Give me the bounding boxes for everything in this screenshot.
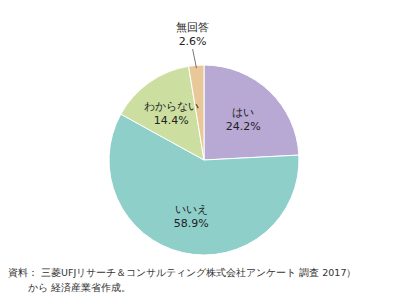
data-label-category: わからない (144, 100, 199, 113)
data-labels: はい24.2% いいえ58.9% わからない14.4% 無回答2.6% (144, 21, 261, 230)
leader-line (193, 49, 197, 68)
footnote: から 経済産業省作成。 (8, 282, 131, 293)
data-label: わからない14.4% (144, 100, 199, 127)
data-label: 無回答2.6% (176, 21, 209, 48)
chart: はい24.2% いいえ58.9% わからない14.4% 無回答2.6% 資料： 三菱UF… (0, 0, 409, 304)
pie-slice (204, 65, 299, 160)
data-label-category: はい (232, 106, 254, 119)
data-label-value: 2.6% (179, 35, 207, 48)
data-label-category: 無回答 (176, 21, 209, 34)
data-label-category: いいえ (175, 203, 208, 216)
data-label-value: 58.9% (174, 217, 209, 230)
footnote: 資料： 三菱UFJリサーチ＆コンサルティング株式会社アンケート 調査 2017） (8, 267, 356, 278)
data-label: はい24.2% (226, 106, 261, 133)
data-label-value: 14.4% (154, 114, 189, 127)
data-label-value: 24.2% (226, 120, 261, 133)
footnotes: 資料： 三菱UFJリサーチ＆コンサルティング株式会社アンケート 調査 2017）… (8, 267, 356, 293)
pie (109, 65, 299, 255)
data-label: いいえ58.9% (174, 203, 209, 230)
